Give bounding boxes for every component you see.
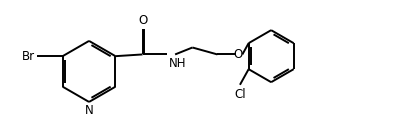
Text: Cl: Cl <box>234 87 246 101</box>
Text: Br: Br <box>22 50 35 63</box>
Text: NH: NH <box>169 57 187 70</box>
Text: N: N <box>85 104 94 117</box>
Text: O: O <box>138 14 147 27</box>
Text: O: O <box>234 48 243 61</box>
